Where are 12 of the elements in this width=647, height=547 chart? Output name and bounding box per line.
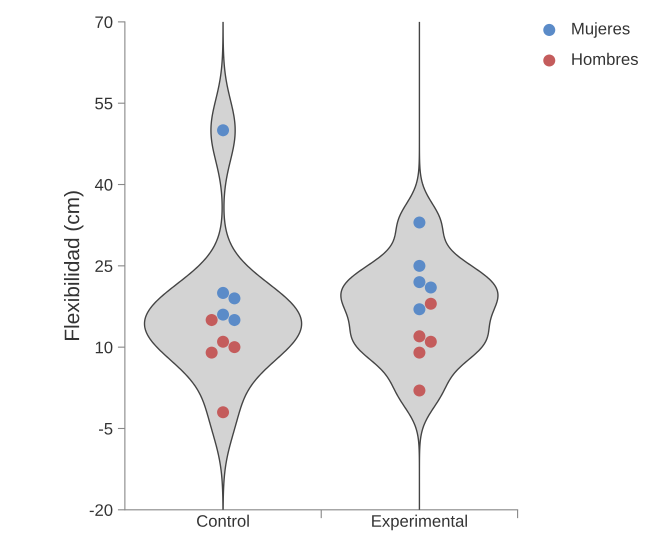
y-tick-label: 40 [94,178,112,191]
y-tick-label: 55 [95,98,112,110]
y-tick-label: 10 [96,342,112,354]
y-axis-title: Flexibilidad (cm) [64,191,84,340]
y-tick-label: 70 [95,16,112,28]
x-tick-label: Experimental [372,514,467,530]
y-tick-label: -20 [90,504,112,516]
y-tick-label: -5 [98,423,112,435]
legend-label: Hombres [572,52,638,66]
y-tick-label: 25 [95,260,112,272]
x-tick-label: Control [197,514,249,527]
legend-label: Mujeres [572,22,630,38]
